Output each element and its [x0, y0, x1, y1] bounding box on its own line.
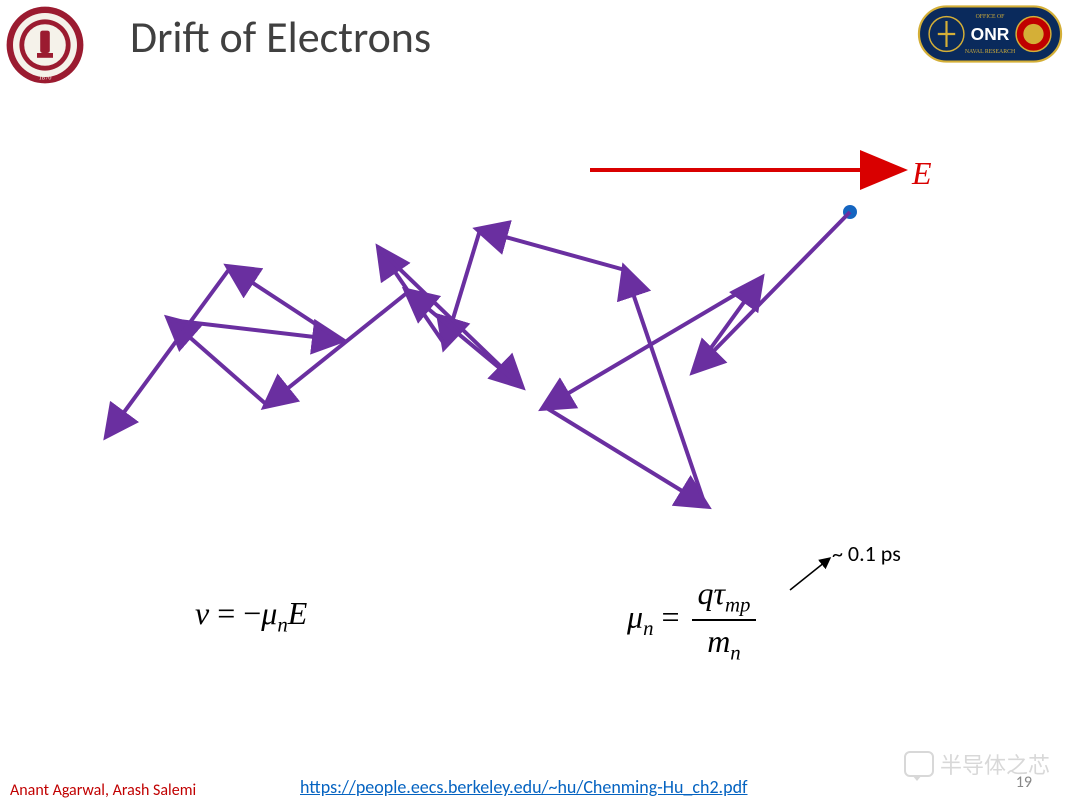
- path-segment: [480, 230, 625, 270]
- path-segment: [545, 280, 760, 407]
- footer-authors: Anant Agarwal, Arash Salemi: [10, 781, 196, 800]
- electron-path: [108, 212, 850, 505]
- e-field-label: E: [912, 155, 932, 192]
- watermark: 半导体之芯: [904, 748, 1050, 780]
- path-segment: [695, 212, 850, 370]
- path-segment: [108, 268, 230, 434]
- path-segment: [625, 270, 705, 505]
- drift-diagram: [0, 0, 1080, 810]
- path-segment: [695, 280, 760, 370]
- annotation-arrow: [790, 558, 830, 590]
- footer-source-link[interactable]: https://people.eecs.berkeley.edu/~hu/Che…: [300, 776, 748, 798]
- tau-annotation: ~ 0.1 ps: [832, 540, 901, 567]
- path-segment: [267, 292, 408, 405]
- path-segment: [408, 292, 520, 385]
- path-segment: [545, 407, 705, 505]
- equation-mobility: μn = qτmp mn: [627, 575, 760, 666]
- path-segment: [380, 250, 520, 385]
- equation-velocity: v = −μnE: [195, 595, 307, 637]
- watermark-text: 半导体之芯: [940, 748, 1050, 780]
- wechat-icon: [904, 751, 934, 777]
